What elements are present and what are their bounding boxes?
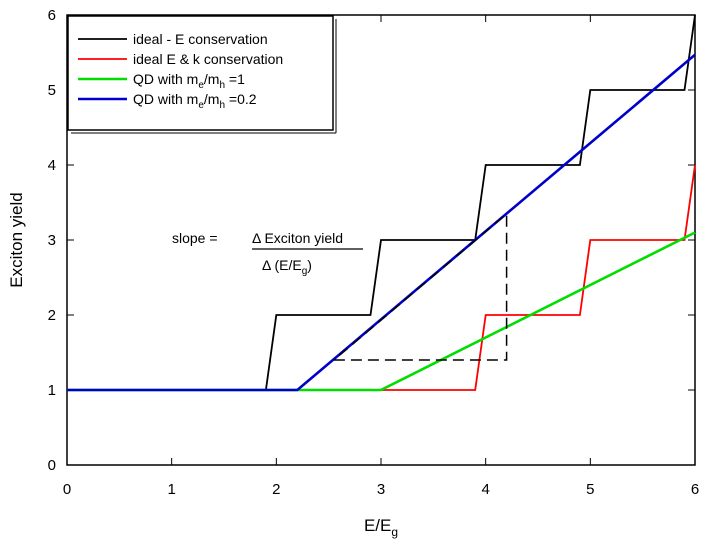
x-axis-label: E/Eg bbox=[364, 516, 398, 539]
series-line-4 bbox=[67, 53, 696, 392]
legend-label-sub1: e bbox=[198, 100, 204, 111]
x-tick-label: 1 bbox=[167, 481, 175, 498]
x-tick-label: 3 bbox=[377, 481, 385, 498]
legend-label-3: QD with me/mh =1 bbox=[133, 71, 245, 91]
legend-label-main: ideal E & k conservation bbox=[133, 51, 283, 67]
x-tick-label: 2 bbox=[272, 481, 280, 498]
y-tick-label: 4 bbox=[48, 157, 56, 174]
legend-group: ideal - E conservation ideal E & k conser… bbox=[67, 15, 337, 134]
x-axis-label-sub: g bbox=[391, 525, 398, 539]
y-tick-label: 6 bbox=[48, 7, 56, 24]
legend-label-2: ideal E & k conservation bbox=[133, 51, 283, 67]
legend-label-4: QD with me/mh =0.2 bbox=[133, 91, 257, 111]
legend-box bbox=[67, 15, 334, 131]
y-tick-label: 5 bbox=[48, 82, 56, 99]
legend-label-tail: =0.2 bbox=[225, 91, 257, 107]
slope-denominator: Δ (E/Eg) bbox=[262, 257, 312, 277]
legend-label-sub2: h bbox=[219, 100, 225, 111]
series-line-3 bbox=[67, 231, 696, 392]
slope-prefix: slope = bbox=[172, 230, 218, 246]
legend-label-main: QD with m bbox=[133, 91, 198, 107]
y-tick-label: 2 bbox=[48, 307, 56, 324]
slope-denominator-sub: g bbox=[302, 266, 308, 277]
y-tick-label: 3 bbox=[48, 232, 56, 249]
slope-numerator: Δ Exciton yield bbox=[252, 230, 343, 246]
y-axis-label: Exciton yield bbox=[7, 192, 26, 287]
y-tick-label: 1 bbox=[48, 382, 56, 399]
x-tick-label: 0 bbox=[63, 481, 71, 498]
series-line-2 bbox=[67, 164, 696, 391]
legend-label-sub1: e bbox=[198, 80, 204, 91]
legend-label-1: ideal - E conservation bbox=[133, 31, 268, 47]
slope-denominator-main: Δ (E/E bbox=[262, 257, 302, 273]
slope-denominator-tail: ) bbox=[307, 257, 312, 273]
legend-label-main: QD with m bbox=[133, 71, 198, 87]
legend-label-mid: /m bbox=[204, 71, 220, 87]
legend-label-tail: =1 bbox=[225, 71, 245, 87]
slope-triangle bbox=[333, 212, 508, 361]
x-axis-label-main: E/E bbox=[364, 516, 391, 535]
x-tick-label: 6 bbox=[691, 481, 699, 498]
y-tick-label: 0 bbox=[48, 457, 56, 474]
x-tick-label: 4 bbox=[481, 481, 489, 498]
legend-label-sub2: h bbox=[219, 80, 225, 91]
x-tick-label: 5 bbox=[586, 481, 594, 498]
legend-label-mid: /m bbox=[204, 91, 220, 107]
annotation-group: slope = Δ Exciton yield Δ (E/Eg) bbox=[172, 212, 508, 361]
legend-label-main: ideal - E conservation bbox=[133, 31, 268, 47]
